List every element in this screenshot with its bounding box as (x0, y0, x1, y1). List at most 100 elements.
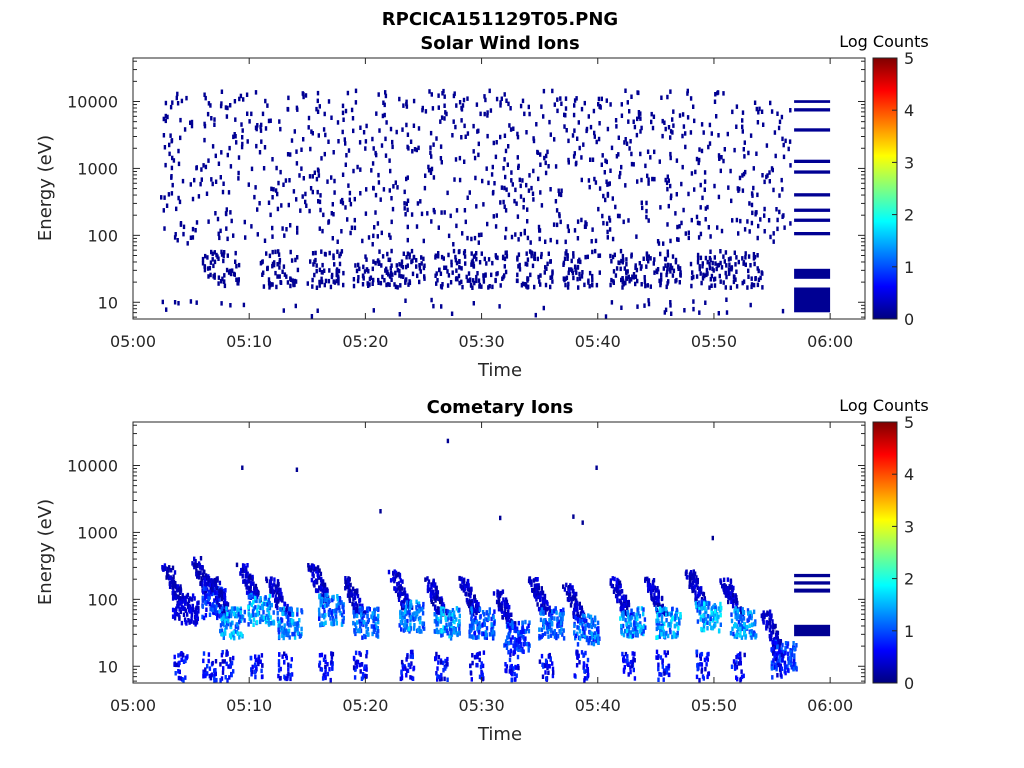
count-cell (580, 177, 583, 183)
count-cell (371, 136, 374, 142)
count-cell (175, 606, 178, 611)
count-cell (641, 205, 644, 211)
count-cell (724, 591, 728, 596)
count-cell (256, 608, 259, 613)
count-cell (478, 630, 481, 635)
count-cell (782, 142, 785, 148)
count-cell (469, 671, 473, 676)
count-cell (484, 630, 487, 635)
count-cell (388, 158, 391, 163)
count-cell (285, 274, 288, 279)
count-cell (704, 666, 707, 672)
count-cell (225, 606, 228, 611)
count-cell (197, 570, 200, 575)
count-cell (509, 127, 513, 132)
count-cell (658, 278, 661, 284)
count-cell (563, 587, 567, 592)
count-cell (304, 93, 308, 98)
count-cell (634, 274, 638, 280)
count-cell (383, 112, 386, 118)
count-cell (493, 620, 496, 625)
count-cell (437, 254, 440, 259)
count-cell (517, 633, 520, 639)
count-cell (189, 299, 193, 304)
colorbar-tick-label: 2 (904, 206, 914, 225)
count-cell (622, 282, 625, 287)
count-cell (568, 588, 571, 594)
count-cell (320, 652, 324, 658)
count-cell (528, 249, 532, 254)
count-cell (463, 123, 466, 129)
count-cell (704, 617, 708, 623)
count-cell (324, 278, 328, 284)
count-cell (282, 635, 285, 641)
count-cell (189, 120, 192, 125)
count-cell (500, 601, 504, 606)
count-cell (708, 261, 711, 267)
count-cell (523, 282, 527, 287)
count-cell (283, 630, 286, 635)
count-cell (246, 563, 249, 568)
count-cell (204, 253, 207, 259)
count-cell (527, 188, 531, 193)
count-cell (582, 632, 585, 638)
count-cell (259, 659, 262, 664)
count-cell (346, 90, 350, 96)
count-cell (209, 272, 212, 278)
count-cell (241, 569, 244, 574)
count-cell (471, 258, 474, 264)
count-cell (243, 219, 246, 225)
count-cell (341, 129, 344, 135)
count-cell (655, 626, 658, 632)
count-cell (548, 612, 551, 617)
count-cell (652, 261, 655, 266)
count-cell (635, 267, 639, 273)
count-cell (564, 282, 567, 288)
count-cell (524, 629, 528, 634)
count-cell (315, 263, 318, 268)
count-cell (575, 606, 579, 612)
count-cell (567, 591, 571, 597)
count-cell (692, 569, 695, 574)
count-cell (508, 634, 511, 640)
count-cell (600, 96, 603, 102)
count-cell (631, 627, 635, 632)
count-cell (517, 647, 520, 652)
count-cell (233, 606, 237, 611)
count-cell (596, 620, 600, 626)
count-cell (693, 578, 696, 583)
count-cell (739, 607, 742, 612)
count-cell (469, 600, 472, 605)
count-cell (577, 259, 580, 264)
count-cell (359, 125, 362, 130)
count-cell (331, 616, 335, 621)
count-cell (627, 274, 630, 280)
count-cell (366, 606, 369, 611)
count-cell (462, 578, 466, 584)
count-cell (250, 613, 253, 618)
count-cell (235, 264, 238, 269)
count-cell (415, 258, 418, 263)
count-cell (278, 676, 282, 681)
count-cell (769, 100, 772, 106)
count-cell (365, 653, 368, 659)
count-cell (326, 588, 329, 594)
count-cell (426, 585, 430, 590)
count-cell (256, 207, 259, 212)
count-cell (205, 607, 208, 612)
count-cell (276, 274, 279, 279)
count-cell (733, 275, 736, 280)
count-cell (666, 266, 669, 271)
count-cell (268, 281, 271, 286)
count-cell (504, 226, 508, 232)
count-cell (220, 652, 224, 658)
count-cell (203, 267, 207, 273)
count-cell (551, 673, 555, 679)
count-cell (240, 122, 243, 127)
count-cell (311, 251, 315, 256)
count-cell (664, 257, 668, 262)
count-cell (184, 608, 187, 613)
count-cell (234, 117, 237, 122)
count-cell (178, 199, 182, 205)
count-cell (624, 594, 628, 600)
